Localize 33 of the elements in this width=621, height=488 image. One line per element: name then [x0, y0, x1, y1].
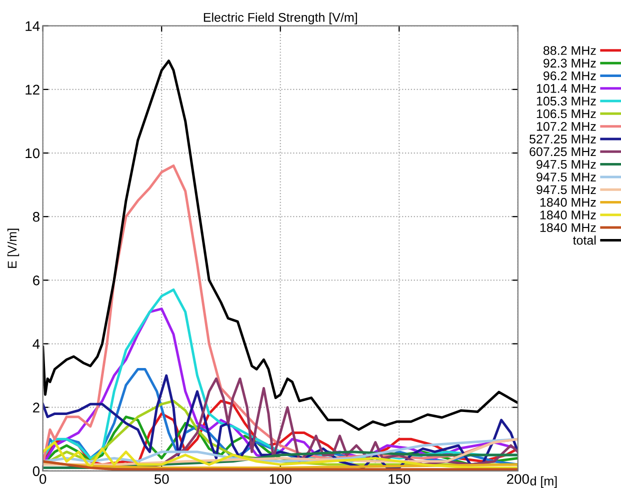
y-tick-label: 0	[32, 466, 40, 476]
y-tick-label: 14	[26, 21, 40, 31]
legend-label: 88.2 MHz	[543, 46, 596, 55]
legend-label: 105.3 MHz	[536, 96, 596, 106]
legend-label: total	[572, 236, 596, 245]
chart-title: Electric Field Strength [V/m]	[204, 12, 357, 24]
x-tick-label: 100	[270, 474, 292, 484]
legend-label: 947.5 MHz	[536, 185, 596, 194]
x-tick-label: 50	[154, 474, 169, 484]
legend-label: 107.2 MHz	[536, 122, 596, 131]
legend-label: 607.25 MHz	[530, 147, 596, 156]
x-tick-label: 200	[507, 474, 529, 484]
y-tick-label: 6	[33, 276, 40, 286]
x-axis-title: d [m]	[530, 476, 557, 488]
y-axis-title: E [V/m]	[7, 228, 20, 268]
x-tick-label: 150	[388, 474, 410, 484]
legend-label: 92.3 MHz	[544, 58, 596, 68]
y-tick-label: 10	[26, 148, 40, 158]
legend-label: 947.5 MHz	[536, 160, 596, 169]
legend-label: 96.2 MHz	[544, 71, 596, 80]
legend-label: 106.5 MHz	[536, 109, 596, 118]
legend-label: 1840 MHz	[540, 198, 596, 207]
y-tick-label: 12	[26, 84, 40, 94]
y-tick-label: 2	[33, 402, 40, 412]
y-tick-label: 8	[32, 212, 40, 222]
legend-label: 947.5 MHz	[536, 172, 596, 182]
line-series	[42, 60, 518, 431]
legend-label: 1840 MHz	[540, 223, 596, 232]
legend-label: 1840 MHz	[540, 210, 596, 220]
y-tick-label: 4	[32, 339, 40, 349]
x-tick-label: 0	[40, 474, 46, 484]
legend-label: 527.25 MHz	[530, 134, 596, 144]
legend-label: 101.4 MHz	[536, 84, 596, 93]
